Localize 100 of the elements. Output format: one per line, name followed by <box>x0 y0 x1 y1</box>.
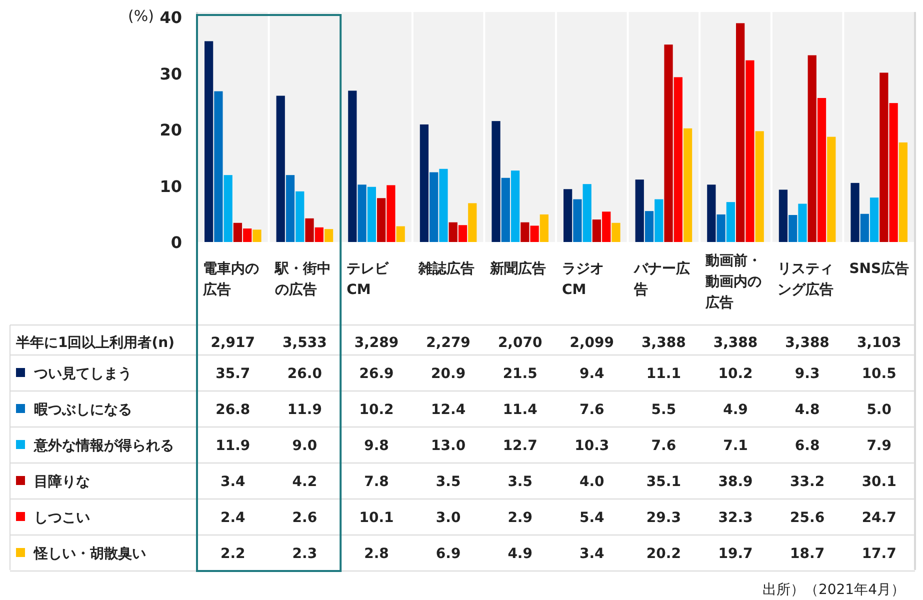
data-label: 7.9 <box>866 438 892 454</box>
bar <box>798 204 807 242</box>
data-label: 2.8 <box>364 546 389 562</box>
x-tick-label: 電車内の広告 <box>202 261 259 298</box>
bar <box>367 186 376 242</box>
bar <box>612 222 620 242</box>
y-tick-label: 30 <box>160 64 182 84</box>
data-label: 29.3 <box>646 510 681 526</box>
bar <box>233 222 242 242</box>
bar <box>286 175 295 242</box>
text: 3,533 <box>282 335 327 351</box>
bar <box>224 175 232 242</box>
data-label: 20.2 <box>646 546 681 562</box>
data-label: 2.9 <box>508 510 533 526</box>
text: 3,103 <box>856 335 902 351</box>
data-label: 38.9 <box>718 474 753 490</box>
x-tick-label: 新聞広告 <box>489 260 546 277</box>
data-label: 35.7 <box>216 366 250 382</box>
bar <box>420 124 429 242</box>
data-label: 7.6 <box>579 402 604 418</box>
bar <box>736 23 745 242</box>
bar <box>788 215 798 242</box>
data-label: 3.0 <box>436 510 461 526</box>
bar <box>448 222 458 242</box>
bar <box>654 199 664 242</box>
data-label: 6.8 <box>794 438 820 454</box>
data-label: 21.5 <box>502 366 538 382</box>
data-label: 9.4 <box>579 366 605 382</box>
data-label: 11.1 <box>646 366 681 382</box>
data-label: 11.4 <box>502 402 538 418</box>
text: 3,388 <box>642 335 686 351</box>
data-label: 9.3 <box>794 366 820 382</box>
bar <box>386 185 396 242</box>
bar <box>746 60 754 242</box>
bar <box>683 128 692 242</box>
bar <box>377 198 386 242</box>
x-tick-label: ラジオCM <box>562 261 604 298</box>
data-label: 3.5 <box>436 474 461 490</box>
bar <box>540 214 548 242</box>
data-label: 24.7 <box>862 510 896 526</box>
bar <box>664 44 673 242</box>
data-label: 7.1 <box>723 438 748 454</box>
bar <box>716 214 726 242</box>
bar <box>358 184 366 242</box>
bar <box>314 227 324 242</box>
data-label: 3.4 <box>220 474 246 490</box>
data-label: 30.1 <box>862 474 896 490</box>
y-tick-label: 20 <box>160 120 182 140</box>
bar <box>439 168 448 242</box>
legend-label: 暇つぶしになる <box>34 402 132 418</box>
bar <box>778 190 788 242</box>
data-label: 3.4 <box>579 546 605 562</box>
legend-label: つい見てしまう <box>33 366 132 382</box>
bar <box>305 218 314 242</box>
text: 出所）（2021年4月） <box>762 582 905 598</box>
bar <box>880 72 888 242</box>
data-label: 26.9 <box>359 366 394 382</box>
bar <box>707 184 716 242</box>
data-label: 18.7 <box>790 546 825 562</box>
data-label: 11.9 <box>287 402 322 418</box>
legend-label: 意外な情報が得られる <box>33 437 174 454</box>
bar <box>808 55 816 242</box>
bar <box>644 211 654 242</box>
bar <box>348 90 357 242</box>
data-label: 2.4 <box>220 510 246 526</box>
data-label: 11.9 <box>216 438 250 454</box>
data-label: 13.0 <box>431 438 466 454</box>
data-label: 4.0 <box>579 474 605 490</box>
bar <box>602 212 611 242</box>
data-label: 25.6 <box>790 510 825 526</box>
data-label: 4.2 <box>292 474 318 490</box>
bar <box>592 220 602 242</box>
data-label: 4.8 <box>794 402 820 418</box>
text: 2,917 <box>210 335 256 351</box>
bar <box>458 225 468 242</box>
y-tick-label: 0 <box>170 233 182 252</box>
data-label: 12.4 <box>431 402 466 418</box>
bar <box>850 182 860 242</box>
bar <box>492 121 500 242</box>
data-label: 19.7 <box>718 546 753 562</box>
data-label: 9.0 <box>292 438 318 454</box>
bar <box>726 202 735 242</box>
text: 3,388 <box>713 335 758 351</box>
data-label: 3.5 <box>508 474 533 490</box>
text: 3,289 <box>354 335 399 351</box>
text: 3,388 <box>785 335 830 351</box>
legend-label: 怪しい・胡散臭い <box>33 546 146 562</box>
bar <box>635 180 644 242</box>
bar <box>214 91 223 242</box>
data-label: 32.3 <box>718 510 753 526</box>
bar <box>324 229 334 242</box>
bar <box>564 189 572 242</box>
data-label: 5.4 <box>579 510 605 526</box>
text: 2,279 <box>426 335 470 351</box>
data-label: 20.9 <box>431 366 466 382</box>
bar <box>468 203 477 242</box>
data-label: 5.0 <box>866 402 892 418</box>
data-label: 7.8 <box>364 474 389 490</box>
bar <box>817 98 826 242</box>
bar <box>396 226 405 242</box>
